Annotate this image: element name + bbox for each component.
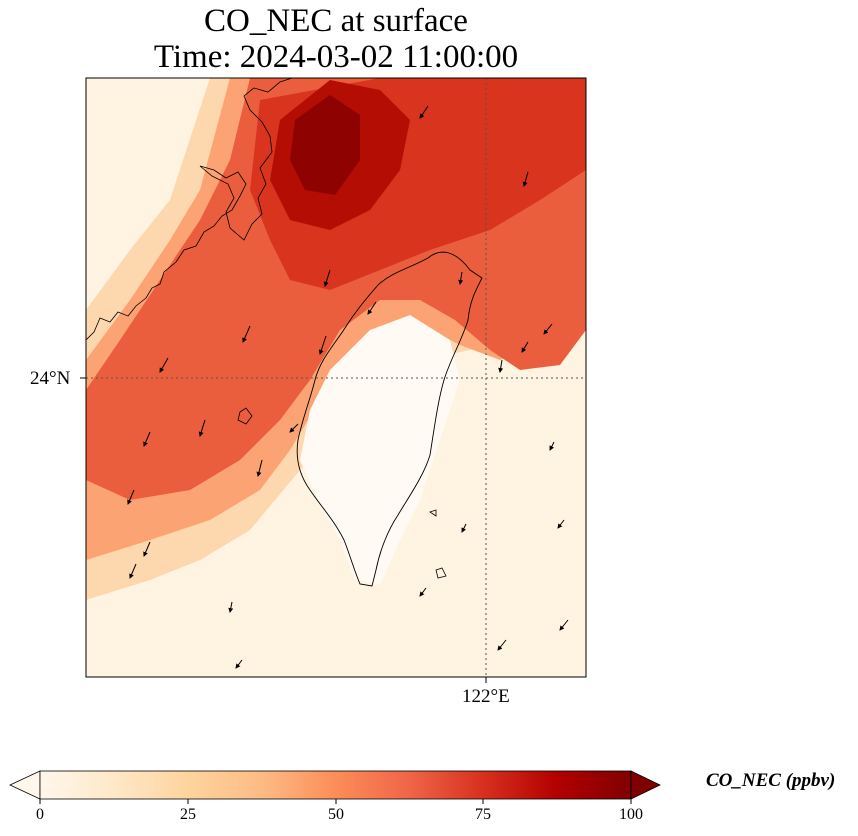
wind-arrow (127, 489, 135, 505)
wind-arrow (228, 601, 234, 613)
taiwan-coastline (296, 251, 483, 587)
china-coastline (86, 78, 293, 341)
lat-tick-label: 24°N (30, 368, 71, 389)
colorbar-tick: 0 (36, 806, 44, 823)
lon-tick-label: 122°E (462, 686, 510, 707)
colorbar-extend-min (9, 770, 41, 800)
map-title: CO_NEC at surface (204, 3, 468, 39)
colorbar-extend-max (630, 770, 661, 800)
concentration-field (86, 78, 586, 677)
wind-arrow (522, 171, 529, 187)
wind-arrow (458, 271, 464, 285)
islet (237, 407, 253, 425)
wind-arrow (543, 323, 553, 335)
wind-arrow (143, 431, 151, 447)
islet (429, 509, 437, 517)
islet (435, 567, 447, 579)
wind-arrow (367, 301, 377, 315)
wind-arrow (461, 523, 467, 533)
wind-arrow (521, 341, 529, 353)
wind-arrow (419, 587, 427, 597)
colorbar (9, 770, 661, 804)
map-subtitle-time: Time: 2024-03-02 11:00:00 (153, 39, 519, 75)
wind-vectors (127, 105, 569, 669)
colorbar-tick: 75 (475, 806, 491, 823)
plume-peak (290, 95, 360, 195)
wind-arrow (159, 357, 169, 373)
wind-arrow (323, 269, 331, 287)
wind-arrow (129, 563, 137, 579)
colorbar-label: CO_NEC (ppbv) (706, 770, 836, 791)
wind-arrow (559, 619, 569, 631)
colorbar-tick-marks (39, 799, 632, 804)
wind-arrow (198, 419, 206, 437)
wind-arrow (143, 541, 151, 557)
wind-arrow (419, 105, 429, 119)
wind-arrow (256, 459, 263, 477)
wind-arrow (549, 441, 555, 451)
wind-arrow (242, 325, 251, 343)
colorbar-tick: 50 (328, 806, 344, 823)
wind-arrow (289, 423, 299, 433)
clean-air-island (300, 315, 460, 585)
colorbar-tick: 25 (180, 806, 196, 823)
wind-arrow (318, 335, 327, 355)
colorbar-tick: 100 (619, 806, 643, 823)
colorbar-gradient (39, 770, 632, 800)
wind-arrow (497, 639, 507, 651)
wind-arrow (235, 659, 243, 669)
wind-arrow (557, 519, 565, 529)
wind-arrow (498, 359, 504, 373)
